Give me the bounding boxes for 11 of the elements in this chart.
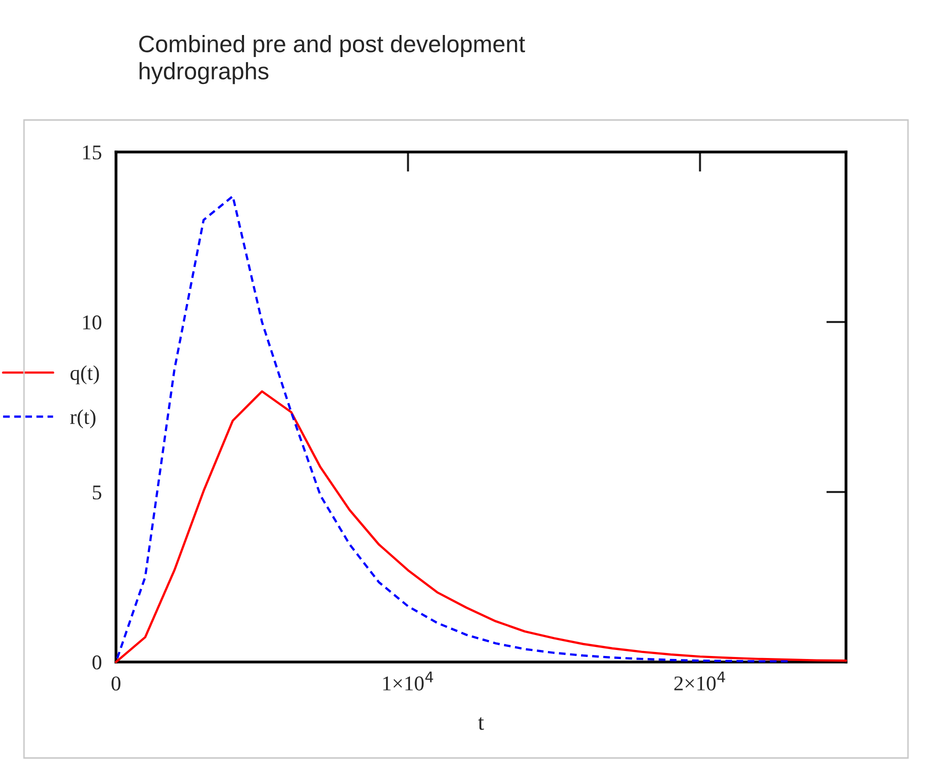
- y-tick-label: 15: [83, 145, 102, 160]
- y-tick-label: 10: [83, 315, 102, 330]
- legend-label: q(t): [70, 365, 99, 384]
- x-tick-label: 1×10$^{4}$: [383, 672, 434, 690]
- x-tick-label: 2×10$^{4}$: [674, 672, 726, 690]
- x-axis-title: t: [478, 717, 484, 730]
- chart-title: Combined pre and post development hydrographs: [139, 35, 526, 84]
- y-tick-label: 0: [92, 655, 102, 670]
- legend-label: r(t): [70, 409, 96, 428]
- y-tick-label: 5: [92, 486, 102, 500]
- x-tick-label: 0: [112, 676, 120, 691]
